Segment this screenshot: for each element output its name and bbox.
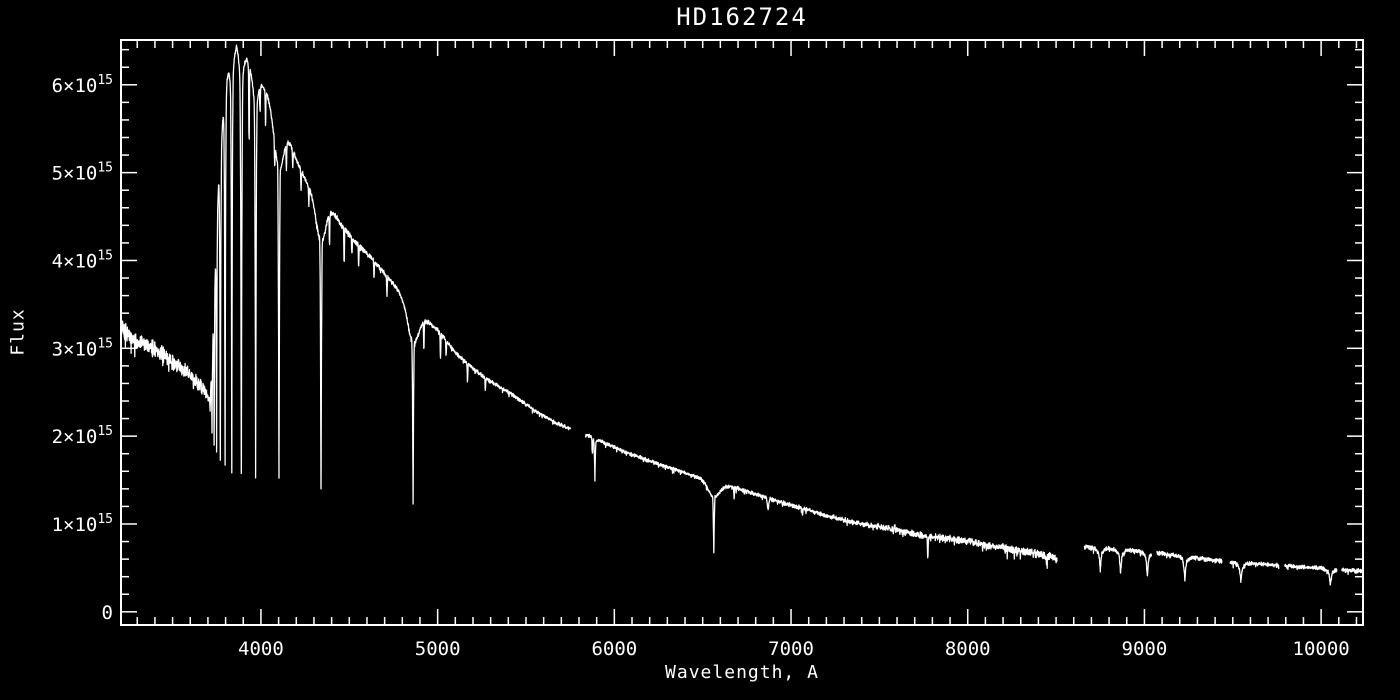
- y-tick-labels: 0 1×1015 2×1015 3×1015 4×1015 5×1015 6×1015: [52, 73, 113, 624]
- x-tick-label: 8000: [945, 638, 991, 660]
- y-axis-title: Flux: [7, 308, 29, 356]
- y-tick-label: 5×1015: [52, 161, 113, 185]
- spectrum-trace: [120, 44, 1363, 586]
- spectrum-segment: [1156, 550, 1223, 582]
- x-tick-label: 4000: [238, 638, 284, 660]
- spectrum-segment: [120, 44, 572, 505]
- x-tick-label: 10000: [1293, 638, 1350, 660]
- y-tick-label: 3×1015: [52, 336, 113, 360]
- x-axis-title: Wavelength, A: [665, 662, 819, 683]
- axis-ticks: [121, 40, 1363, 625]
- y-tick-label: 2×1015: [52, 424, 113, 448]
- x-tick-label: 9000: [1122, 638, 1168, 660]
- spectrum-segment: [585, 433, 1058, 569]
- spectrum-segment: [1340, 567, 1363, 576]
- spectrum-segment: [1229, 560, 1280, 583]
- x-tick-label: 6000: [591, 638, 637, 660]
- x-tick-labels: 4000 5000 6000 7000 8000 9000 10000: [238, 638, 1350, 660]
- spectrum-segment: [1083, 544, 1153, 577]
- y-tick-label: 1×1015: [52, 512, 113, 536]
- spectrum-segment: [1284, 563, 1338, 586]
- plot-frame: [120, 39, 1364, 626]
- chart-title: HD162724: [676, 3, 808, 31]
- x-tick-label: 5000: [415, 638, 461, 660]
- y-tick-label: 6×1015: [52, 73, 113, 97]
- y-tick-label: 4×1015: [52, 248, 113, 272]
- y-tick-label: 0: [102, 602, 113, 624]
- x-tick-label: 7000: [768, 638, 814, 660]
